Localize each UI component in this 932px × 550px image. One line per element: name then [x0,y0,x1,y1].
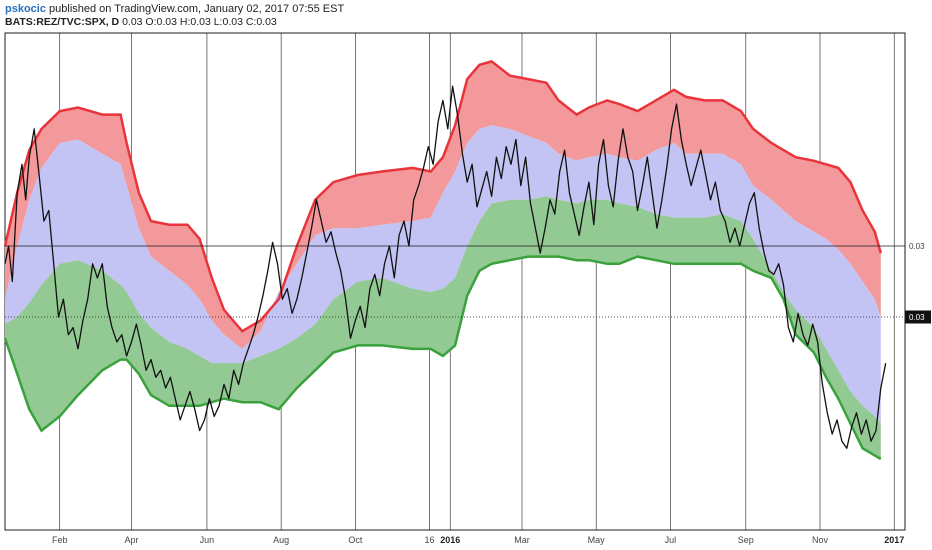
symbol-label: BATS:REZ/TVC:SPX, D [5,16,120,28]
x-axis-ticks: Feb Apr Jun Aug Oct 16 2016 Mar May Jul Sep Nov 2017 [52,535,904,545]
last-value-label: 0.03 [909,313,925,322]
x-tick-label: Feb [52,535,68,545]
x-tick-label: Jul [665,535,677,545]
x-tick-label: Oct [348,535,363,545]
x-tick-label: Aug [273,535,289,545]
last-value-tag [905,310,931,324]
x-tick-label: Mar [514,535,530,545]
x-tick-label: 2017 [884,535,904,545]
x-tick-label: May [588,535,606,545]
upper-band-line [3,60,883,333]
symbol-info: BATS:REZ/TVC:SPX, D 0.03 O:0.03 H:0.03 L… [5,16,277,29]
author-name[interactable]: pskocic [5,3,46,15]
x-tick-label: Jun [200,535,215,545]
y-axis-label: 0.03 [909,242,925,251]
upper-band-fill [5,61,881,349]
price-line [4,85,887,449]
lower-band-fill [5,196,881,460]
publish-text: published on TradingView.com, January 02… [49,3,345,15]
x-tick-label: 16 [425,535,435,545]
lower-band-line [3,255,882,461]
ohlc-values: 0.03 O:0.03 H:0.03 L:0.03 C:0.03 [119,16,277,28]
x-tick-label: Apr [125,535,139,545]
x-tick-label: 2016 [440,535,460,545]
publish-info: pskocic published on TradingView.com, Ja… [5,2,344,16]
x-tick-label: Nov [812,535,829,545]
x-tick-label: Sep [738,535,754,545]
